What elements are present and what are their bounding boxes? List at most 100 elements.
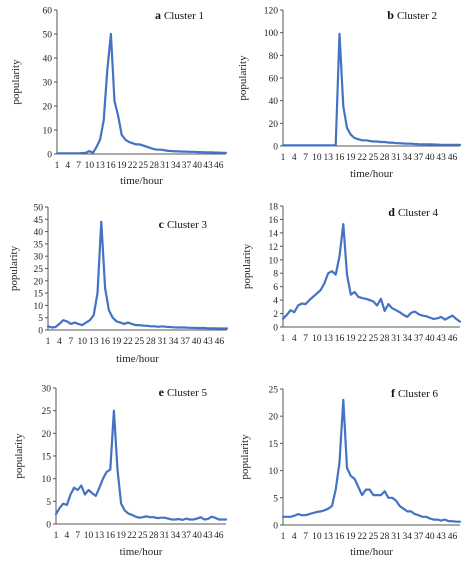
- x-tick-label: 22: [123, 337, 133, 347]
- y-axis-title: popularity: [8, 245, 20, 291]
- x-tick-label: 4: [292, 153, 297, 163]
- x-tick-label: 10: [85, 161, 95, 171]
- y-tick-label: 120: [264, 7, 279, 17]
- panel-title: e Cluster 5: [159, 385, 208, 399]
- x-tick-label: 10: [312, 334, 322, 344]
- y-tick-label: 80: [269, 52, 279, 62]
- panel-cluster-name: Cluster 5: [167, 387, 208, 399]
- y-axis-title: popularity: [237, 55, 249, 101]
- x-tick-label: 22: [357, 334, 367, 344]
- x-tick-label: 4: [57, 337, 62, 347]
- x-tick-label: 22: [357, 532, 367, 542]
- x-tick-label: 46: [448, 334, 458, 344]
- x-tick-label: 34: [403, 334, 413, 344]
- x-tick-label: 46: [215, 337, 225, 347]
- y-tick-label: 18: [269, 203, 279, 213]
- series-line: [54, 409, 228, 522]
- x-tick-label: 16: [106, 161, 116, 171]
- x-tick-label: 19: [346, 334, 356, 344]
- x-tick-label: 13: [89, 337, 99, 347]
- y-tick-label: 15: [269, 440, 279, 450]
- y-tick-label: 20: [269, 120, 279, 130]
- x-tick-label: 37: [182, 161, 192, 171]
- x-tick-label: 16: [335, 334, 345, 344]
- x-tick-label: 40: [425, 334, 435, 344]
- x-tick-label: 34: [171, 531, 181, 541]
- y-tick-label: 100: [264, 29, 279, 39]
- x-tick-label: 28: [146, 337, 156, 347]
- x-tick-label: 34: [403, 532, 413, 542]
- x-tick-label: 34: [403, 153, 413, 163]
- x-tick-label: 40: [192, 161, 202, 171]
- y-tick-label: 35: [34, 240, 44, 250]
- x-tick-label: 37: [414, 153, 424, 163]
- y-tick-label: 2: [273, 310, 278, 320]
- x-tick-label: 1: [281, 532, 286, 542]
- x-tick-label: 13: [95, 531, 105, 541]
- y-tick-label: 20: [269, 413, 279, 423]
- y-tick-label: 0: [46, 521, 51, 531]
- panel-letter: e: [159, 385, 167, 399]
- x-tick-label: 46: [448, 532, 458, 542]
- x-tick-label: 43: [203, 161, 213, 171]
- x-tick-label: 19: [346, 153, 356, 163]
- y-tick-label: 30: [43, 79, 53, 89]
- x-tick-label: 4: [292, 334, 297, 344]
- y-axis-title: popularity: [13, 433, 25, 479]
- y-tick-label: 5: [273, 494, 278, 504]
- y-tick-label: 10: [269, 467, 279, 477]
- x-tick-label: 7: [303, 334, 308, 344]
- x-tick-label: 16: [100, 337, 110, 347]
- series-line: [281, 32, 462, 147]
- x-axis-title: time/hour: [350, 168, 393, 180]
- y-tick-label: 0: [47, 151, 52, 161]
- panel-title: a Cluster 1: [155, 8, 204, 22]
- x-tick-label: 25: [369, 153, 379, 163]
- y-tick-label: 20: [34, 277, 44, 287]
- x-tick-label: 7: [76, 161, 81, 171]
- x-tick-label: 37: [414, 334, 424, 344]
- series-line: [46, 220, 229, 330]
- y-tick-label: 10: [42, 475, 52, 485]
- x-tick-label: 4: [292, 532, 297, 542]
- x-tick-label: 43: [436, 532, 446, 542]
- y-tick-label: 6: [273, 283, 278, 293]
- panel-cluster-name: Cluster 3: [167, 219, 208, 231]
- x-tick-label: 31: [160, 531, 170, 541]
- x-tick-label: 7: [75, 531, 80, 541]
- x-tick-label: 40: [425, 532, 435, 542]
- x-tick-label: 40: [192, 531, 202, 541]
- x-tick-label: 1: [46, 337, 51, 347]
- x-tick-label: 7: [68, 337, 73, 347]
- x-tick-label: 28: [149, 161, 159, 171]
- y-tick-label: 0: [273, 324, 278, 334]
- panel-title: d Cluster 4: [388, 205, 438, 219]
- panel-title: c Cluster 3: [159, 217, 208, 231]
- y-axis-title: popularity: [10, 59, 22, 105]
- x-tick-label: 43: [436, 153, 446, 163]
- x-tick-label: 13: [323, 532, 333, 542]
- panel-cluster-name: Cluster 6: [398, 388, 439, 400]
- y-tick-label: 40: [43, 55, 53, 65]
- x-tick-label: 13: [323, 153, 333, 163]
- x-tick-label: 46: [214, 531, 224, 541]
- y-tick-label: 20: [43, 103, 53, 113]
- x-tick-label: 25: [369, 532, 379, 542]
- y-tick-label: 30: [34, 253, 44, 263]
- series-line: [281, 398, 462, 523]
- x-tick-label: 43: [436, 334, 446, 344]
- x-tick-label: 22: [357, 153, 367, 163]
- y-tick-label: 14: [269, 229, 279, 239]
- y-tick-label: 15: [34, 290, 44, 300]
- x-tick-label: 19: [117, 161, 127, 171]
- x-tick-label: 25: [139, 161, 149, 171]
- y-tick-label: 50: [43, 31, 53, 41]
- y-tick-label: 12: [269, 243, 279, 253]
- x-tick-label: 34: [169, 337, 179, 347]
- x-tick-label: 31: [160, 161, 170, 171]
